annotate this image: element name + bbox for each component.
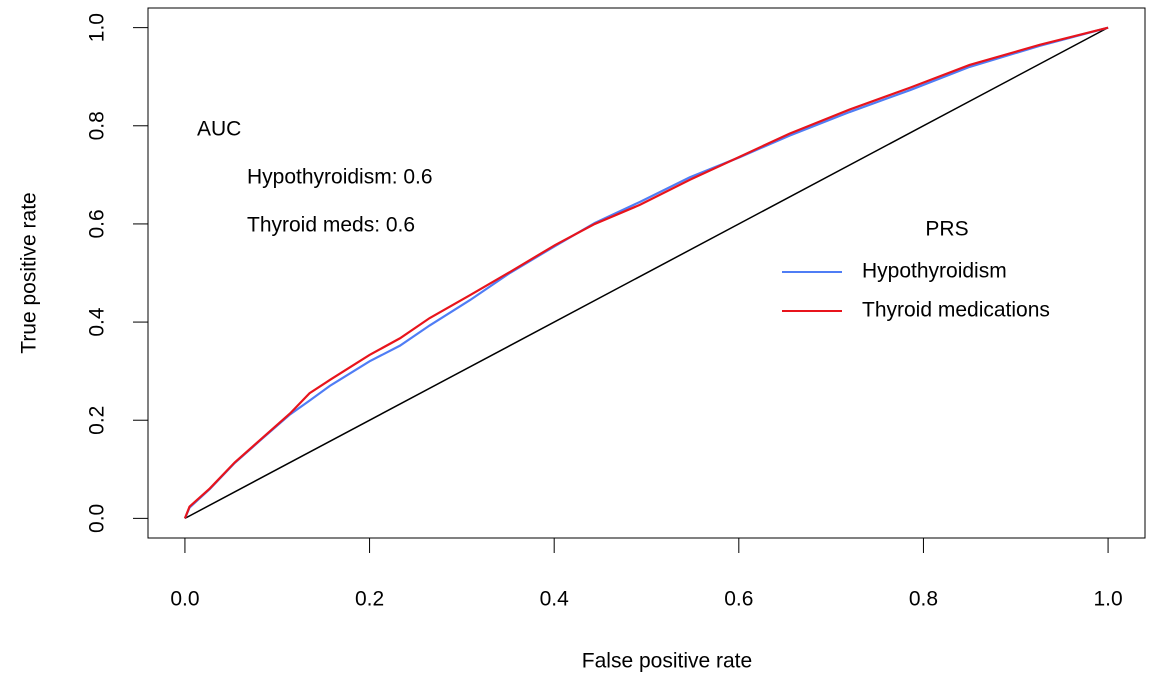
- legend-label: Thyroid medications: [862, 299, 1050, 322]
- y-tick-label: 0.4: [86, 307, 109, 337]
- y-tick-label: 0.0: [86, 504, 109, 533]
- legend-title: PRS: [925, 218, 968, 241]
- roc-curve: [183, 26, 1109, 519]
- annotation: Hypothyroidism: 0.6: [247, 166, 433, 189]
- x-axis-label: False positive rate: [582, 650, 752, 673]
- plot-frame: [147, 7, 1146, 539]
- y-tick-label: 0.6: [86, 209, 109, 238]
- y-tick-label: 0.8: [86, 111, 109, 140]
- y-axis-label: True positive rate: [18, 192, 41, 353]
- x-tick-label: 0.8: [909, 588, 938, 611]
- y-tick-label: 1.0: [86, 13, 109, 42]
- legend-label: Hypothyroidism: [862, 260, 1007, 283]
- x-tick-label: 0.6: [724, 588, 753, 611]
- x-tick-label: 0.0: [170, 588, 199, 611]
- x-tick-label: 1.0: [1093, 588, 1122, 611]
- x-tick-label: 0.2: [355, 588, 384, 611]
- y-tick-label: 0.2: [86, 406, 109, 435]
- annotation: AUC: [197, 118, 241, 141]
- annotation: Thyroid meds: 0.6: [247, 214, 415, 237]
- reference-line: [184, 26, 1109, 520]
- x-tick-label: 0.4: [540, 588, 570, 611]
